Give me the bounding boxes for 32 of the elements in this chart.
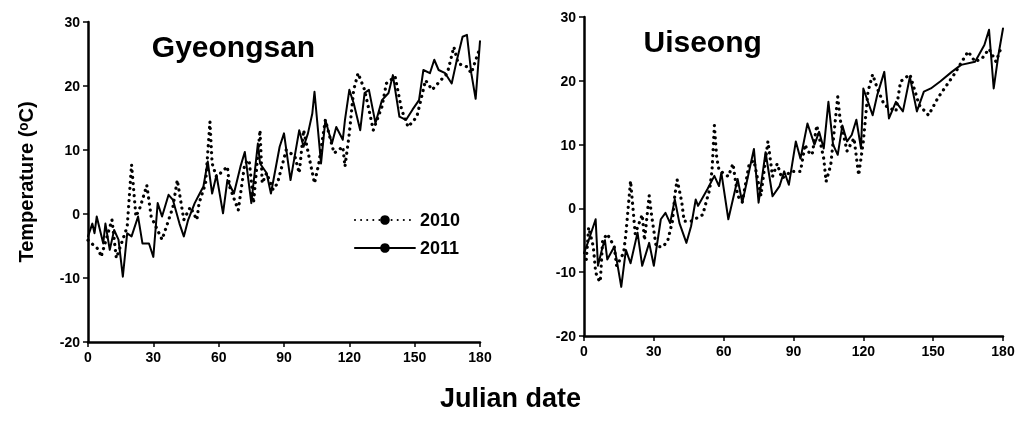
y-tick-label: 0 [72, 206, 81, 222]
y-tick-label: 10 [64, 142, 81, 158]
y-tick-label: -10 [59, 270, 81, 286]
y-tick-label: -10 [555, 264, 577, 281]
chart-title: Gyeongsan [151, 29, 316, 63]
x-tick-label: 30 [646, 343, 662, 359]
y-tick-label: 30 [64, 14, 81, 30]
y-tick-label: 30 [560, 9, 577, 25]
x-tick-label: 150 [402, 349, 427, 365]
x-tick-label: 90 [276, 349, 292, 365]
y-axis-title: Temperature (ᵒC) [15, 101, 37, 263]
y-tick-label: -20 [59, 334, 81, 350]
x-tick-label: 180 [991, 343, 1015, 359]
y-tick-label: 0 [568, 200, 577, 217]
chart-title: Uiseong [643, 24, 762, 58]
x-axis-title: Julian date [438, 383, 582, 414]
legend-label: 2011 [419, 238, 460, 258]
x-tick-label: 0 [580, 343, 589, 359]
x-tick-label: 180 [468, 349, 492, 365]
legend-label: 2010 [419, 210, 460, 230]
x-tick-label: 90 [785, 343, 802, 359]
y-tick-label: -20 [555, 328, 577, 344]
y-tick-label: 20 [64, 78, 81, 94]
y-tick-label: 20 [560, 72, 577, 89]
y-tick-label: 10 [560, 136, 577, 153]
x-tick-label: 30 [145, 349, 162, 365]
x-tick-label: 60 [210, 349, 227, 365]
x-tick-label: 0 [84, 349, 93, 365]
x-tick-label: 60 [715, 343, 732, 359]
x-tick-label: 150 [921, 343, 946, 359]
x-tick-label: 120 [851, 343, 876, 359]
x-tick-label: 120 [337, 349, 362, 365]
